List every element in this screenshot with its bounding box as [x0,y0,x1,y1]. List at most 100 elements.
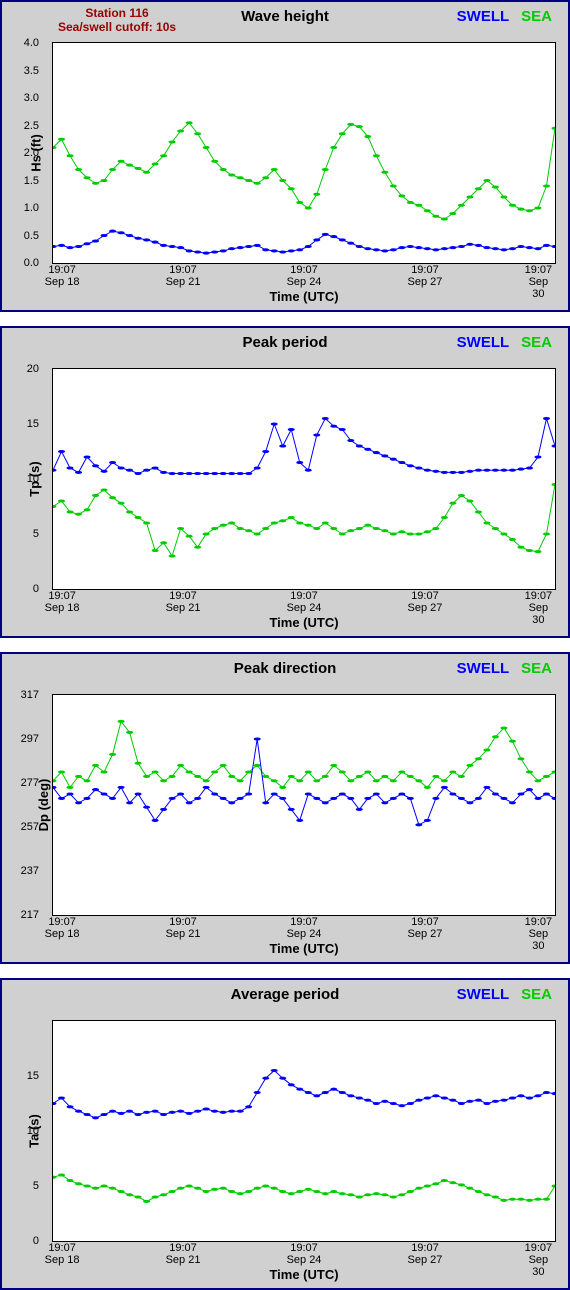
swell-marker [364,448,371,451]
sea-marker [483,179,490,182]
swell-marker [92,788,99,791]
sea-marker [75,168,82,171]
sea-marker [84,508,91,511]
swell-marker [390,1102,397,1105]
sea-marker [271,168,278,171]
sea-marker [390,532,397,535]
swell-marker [517,1094,524,1097]
swell-marker [220,249,227,252]
sea-marker [364,770,371,773]
sea-marker [135,516,142,519]
swell-marker [432,470,439,473]
sea-marker [160,779,167,782]
sea-marker [381,529,388,532]
x-axis-label: Time (UTC) [269,615,338,630]
swell-marker [415,246,422,249]
chart-panel: Peak directionSWELLSEA217237257277297317… [0,652,570,964]
sea-marker [220,524,227,527]
swell-marker [339,238,346,241]
sea-marker [92,764,99,767]
swell-marker [500,1099,507,1102]
sea-marker [432,775,439,778]
sea-marker [441,217,448,220]
sea-marker [220,764,227,767]
sea-marker [288,1192,295,1195]
swell-marker [118,786,125,789]
swell-marker [398,1104,405,1107]
sea-marker [118,720,125,723]
sea-marker [543,532,550,535]
sea-marker [526,209,533,212]
sea-marker [254,764,261,767]
plot-area: 05101520Tp (s) [52,368,556,590]
swell-marker [220,797,227,800]
legend: SWELLSEA [445,334,552,351]
station-title: Station 116 [58,6,176,20]
sea-marker [347,1193,354,1196]
swell-marker [237,472,244,475]
y-tick-label: 1.5 [24,175,39,187]
sea-marker [177,764,184,767]
swell-marker [509,247,516,250]
swell-marker [118,1112,125,1115]
swell-marker [160,808,167,811]
swell-marker [526,1096,533,1099]
swell-marker [58,797,65,800]
sea-marker [534,1198,541,1201]
swell-marker [500,797,507,800]
x-tick: 19:07Sep 30 [525,590,553,626]
swell-marker [458,797,465,800]
sea-marker [194,1187,201,1190]
swell-marker [203,1107,210,1110]
swell-marker [211,472,218,475]
swell-marker [135,237,142,240]
sea-marker [313,527,320,530]
sea-marker [475,510,482,513]
sea-marker [84,1184,91,1187]
sea-marker [262,527,269,530]
swell-marker [160,471,167,474]
swell-marker [186,1112,193,1115]
sea-marker [500,726,507,729]
swell-marker [441,786,448,789]
sea-marker [84,779,91,782]
x-tick-time: 19:07 [287,1242,322,1254]
swell-marker [220,1111,227,1114]
sea-marker [118,502,125,505]
sea-marker [118,1190,125,1193]
swell-marker [169,1111,176,1114]
sea-marker [169,554,176,557]
x-tick-time: 19:07 [45,590,80,602]
sea-marker [203,779,210,782]
x-tick-time: 19:07 [525,264,553,276]
sea-marker [517,208,524,211]
swell-marker [177,1110,184,1113]
swell-marker [296,819,303,822]
sea-marker [254,1187,261,1190]
swell-marker [449,471,456,474]
sea-marker [543,775,550,778]
data-svg [53,695,555,915]
swell-marker [526,246,533,249]
sea-marker [296,1190,303,1193]
swell-marker [551,444,555,447]
swell-marker [322,801,329,804]
sea-marker [424,209,431,212]
sea-marker [135,1195,142,1198]
legend-swell: SWELL [457,660,510,677]
swell-marker [407,464,414,467]
y-tick-label: 0.0 [24,257,39,269]
swell-marker [92,464,99,467]
sea-marker [92,494,99,497]
sea-line [53,123,555,219]
sea-marker [152,162,159,165]
swell-marker [152,819,159,822]
sea-marker [53,505,57,508]
swell-marker [483,1102,490,1105]
sea-marker [135,167,142,170]
swell-marker [279,1077,286,1080]
swell-marker [441,1096,448,1099]
swell-marker [203,472,210,475]
swell-marker [126,234,133,237]
swell-marker [475,244,482,247]
